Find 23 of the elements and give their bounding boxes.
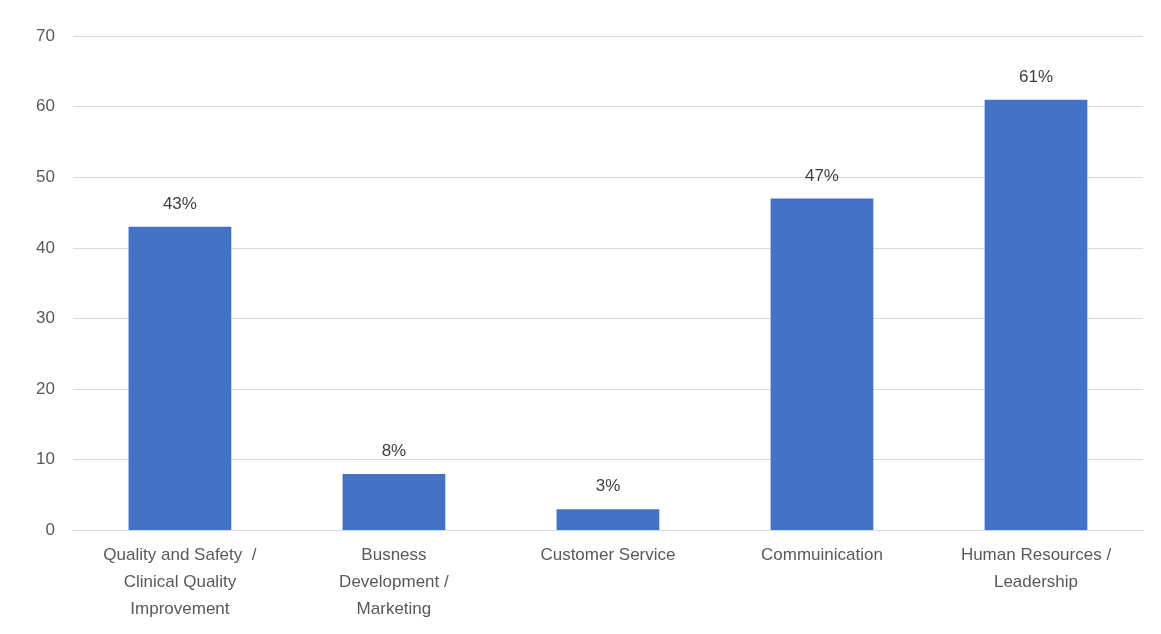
y-tick-label: 60: [35, 96, 55, 116]
x-tick-label: Quality and Safety / Clinical Quality Improvement: [103, 544, 257, 619]
y-tick-label: 30: [35, 308, 55, 328]
y-tick-label: 70: [35, 25, 55, 45]
y-tick-label: 10: [35, 449, 55, 469]
y-tick-label: 20: [35, 378, 55, 398]
y-tick-label: 50: [35, 167, 55, 187]
y-tick-label: 40: [35, 237, 55, 257]
bar: [556, 509, 660, 530]
data-label: 8%: [381, 441, 407, 461]
data-label: 3%: [595, 476, 621, 496]
x-tick-label: Commuinication: [761, 544, 883, 564]
data-label: 47%: [804, 165, 839, 185]
y-tick-label: 0: [45, 520, 55, 540]
x-tick-label: Busness Development / Marketing: [339, 544, 450, 619]
bar: [984, 99, 1088, 530]
bar: [770, 198, 874, 530]
bar: [342, 473, 446, 530]
data-label: 61%: [1018, 66, 1054, 86]
bar: [128, 226, 232, 530]
data-label: 43%: [162, 194, 197, 214]
x-tick-label: Human Resources / Leadership: [960, 544, 1112, 591]
x-tick-label: Customer Service: [540, 544, 676, 564]
